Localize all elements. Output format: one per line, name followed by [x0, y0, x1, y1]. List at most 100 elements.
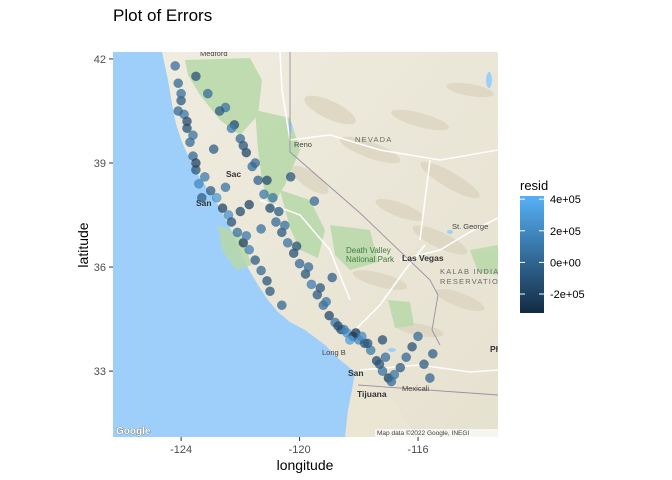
data-point: [425, 373, 435, 383]
points-layer: [170, 61, 438, 387]
map-city-label: Ph: [490, 344, 501, 354]
x-tick-label: -116: [407, 444, 428, 456]
data-point: [279, 220, 290, 231]
data-point: [256, 265, 266, 276]
data-point: [386, 376, 397, 387]
x-axis-title: longitude: [277, 457, 334, 473]
data-point: [273, 206, 284, 217]
y-tick-label: 39: [94, 158, 106, 170]
x-tick-label: -124: [170, 444, 192, 456]
data-point: [395, 362, 406, 373]
data-point: [250, 255, 261, 265]
data-point: [268, 192, 278, 203]
map-city-label: San: [348, 368, 364, 378]
data-point: [173, 78, 184, 89]
map-panel: Medford NEVADA Reno Sac San Las Vegas De…: [113, 49, 506, 437]
map-city-label: Las Vegas: [402, 253, 444, 263]
x-tick-label: -120: [289, 444, 311, 456]
data-point: [232, 227, 243, 238]
data-point: [321, 296, 332, 307]
data-point: [256, 224, 266, 234]
map-state-label: NEVADA: [355, 135, 393, 144]
data-point: [309, 196, 320, 206]
data-point: [327, 272, 338, 283]
map-city-label: San: [196, 198, 212, 208]
vegetation: [185, 58, 498, 328]
data-point: [253, 175, 263, 186]
data-point: [244, 244, 255, 255]
data-point: [303, 262, 314, 272]
legend-tick-label: 4e+05: [550, 194, 581, 206]
legend-colorbar: [520, 196, 544, 313]
map-city-label: Sac: [226, 169, 241, 179]
map-city-label: Medford: [200, 49, 228, 58]
data-point: [306, 279, 317, 290]
data-point: [202, 88, 213, 99]
legend-tick-label: 0e+00: [550, 257, 581, 269]
data-point: [241, 230, 252, 241]
data-point: [176, 88, 186, 99]
data-point: [170, 61, 181, 71]
data-point: [217, 203, 228, 213]
y-axis: 33 36 39 42: [94, 54, 113, 378]
baja-land: [345, 372, 420, 437]
data-point: [238, 140, 249, 151]
data-point: [220, 182, 231, 193]
google-logo: Google: [116, 426, 151, 437]
data-point: [291, 241, 302, 252]
data-point: [191, 158, 201, 168]
data-point: [294, 258, 305, 269]
map-city-label: St. George: [452, 222, 488, 231]
data-point: [191, 71, 201, 82]
data-point: [244, 199, 255, 210]
data-point: [235, 206, 246, 217]
legend-tick-label: 2e+05: [550, 226, 581, 238]
legend-ticks: 4e+05 2e+05 0e+00 -2e+05: [520, 194, 585, 301]
data-point: [285, 172, 296, 182]
map-park-label: National Park: [346, 255, 395, 264]
y-tick-label: 36: [94, 262, 106, 274]
data-point: [199, 172, 210, 182]
data-point: [315, 283, 326, 293]
data-point: [419, 359, 429, 370]
data-point: [173, 106, 184, 116]
plot-title: Plot of Errors: [113, 6, 212, 25]
data-point: [182, 116, 192, 127]
data-point: [276, 300, 287, 311]
y-tick-label: 33: [94, 366, 106, 378]
map-region-label: KALAB INDIA: [440, 267, 499, 276]
data-point: [250, 158, 261, 168]
data-point: [262, 276, 272, 286]
data-point: [282, 237, 293, 248]
terrain-texture: [291, 82, 494, 338]
x-axis: -124 -120 -116: [170, 437, 429, 456]
data-point: [401, 352, 412, 363]
legend-tick-label: -2e+05: [550, 289, 585, 301]
data-point: [194, 178, 204, 189]
data-point: [265, 286, 275, 297]
map-region-label: RESERVATION: [440, 277, 506, 286]
y-tick-label: 42: [94, 54, 106, 66]
map-city-label: Tijuana: [357, 389, 387, 399]
attribution-bg: [375, 429, 498, 437]
data-point: [377, 335, 388, 345]
data-point: [196, 192, 207, 203]
data-point: [427, 348, 438, 359]
data-point: [208, 144, 219, 154]
data-point: [214, 106, 225, 116]
data-point: [262, 175, 272, 186]
map-city-label: Long B: [322, 348, 346, 357]
data-point: [413, 331, 423, 342]
data-point: [374, 359, 385, 370]
map-park-label: Death Valley: [346, 246, 391, 255]
data-point: [259, 189, 269, 200]
state-borders: [289, 52, 498, 396]
data-point: [265, 203, 275, 213]
map-city-label: Mexicali: [402, 384, 429, 393]
y-axis-title: latitude: [75, 222, 91, 267]
data-point: [380, 352, 391, 363]
data-point: [271, 217, 281, 227]
data-point: [188, 130, 198, 141]
data-point: [205, 185, 216, 196]
